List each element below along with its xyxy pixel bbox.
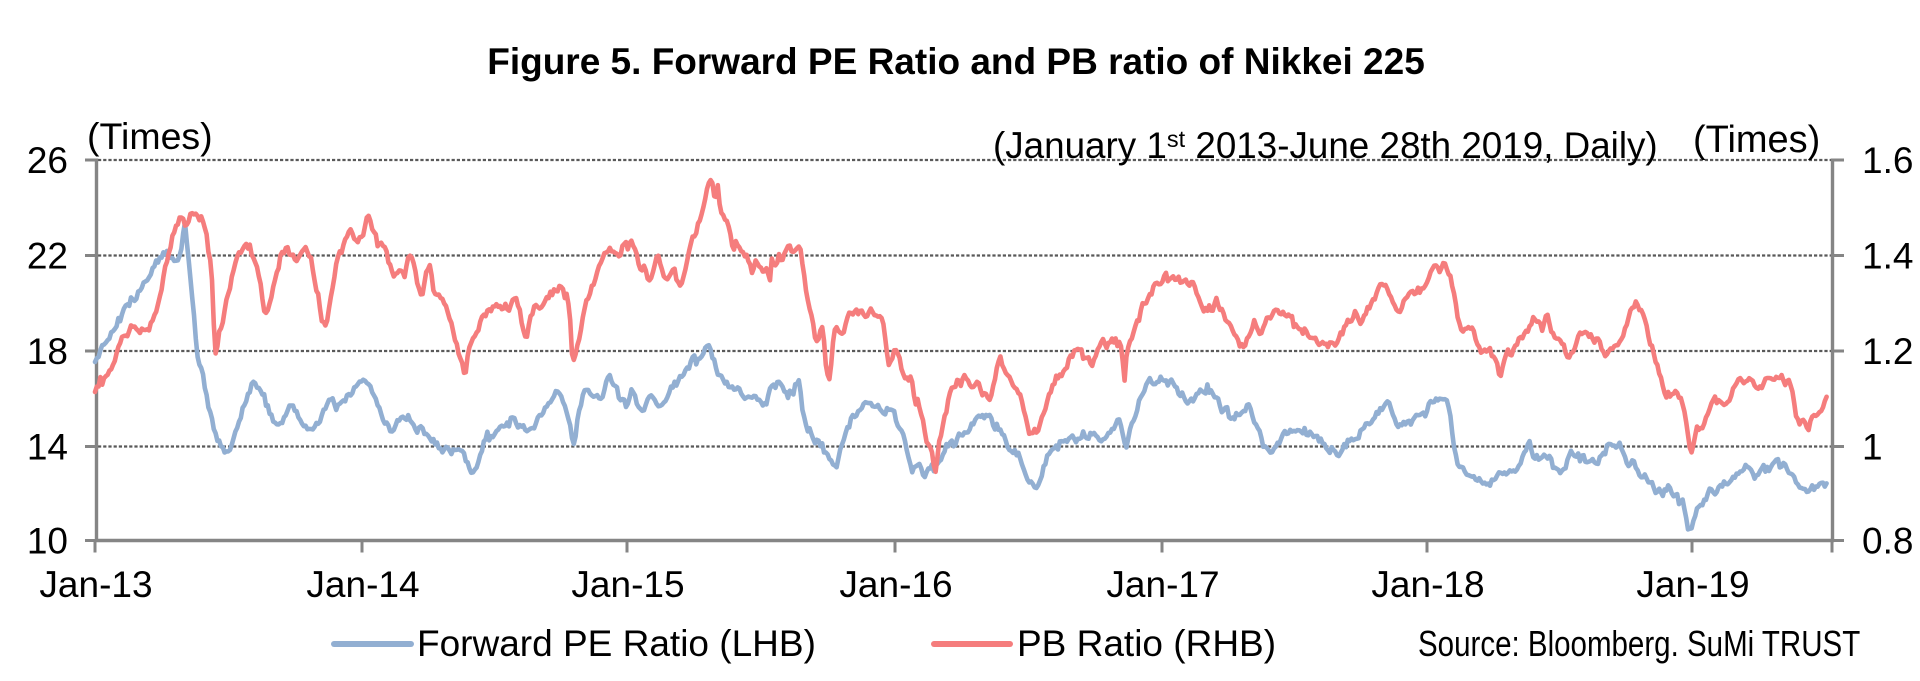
svg-text:Jan-17: Jan-17 <box>1106 564 1219 605</box>
svg-text:1.6: 1.6 <box>1862 140 1913 181</box>
svg-text:1: 1 <box>1862 427 1883 468</box>
svg-text:26: 26 <box>27 140 68 181</box>
svg-text:0.8: 0.8 <box>1862 521 1913 562</box>
svg-text:Jan-15: Jan-15 <box>571 564 684 605</box>
svg-text:1.2: 1.2 <box>1862 331 1913 372</box>
svg-text:1.4: 1.4 <box>1862 236 1913 277</box>
svg-text:18: 18 <box>27 331 68 372</box>
svg-text:Forward PE Ratio (LHB): Forward PE Ratio (LHB) <box>417 623 816 664</box>
svg-text:PB Ratio (RHB): PB Ratio (RHB) <box>1017 623 1276 664</box>
svg-text:Jan-18: Jan-18 <box>1371 564 1484 605</box>
svg-text:(Times): (Times) <box>87 115 213 157</box>
svg-text:Jan-19: Jan-19 <box>1636 564 1749 605</box>
svg-text:Jan-13: Jan-13 <box>39 564 152 605</box>
svg-text:10: 10 <box>27 521 68 562</box>
svg-text:Source: Bloomberg. SuMi TRUST: Source: Bloomberg. SuMi TRUST <box>1418 623 1860 663</box>
svg-text:Figure 5. Forward PE Ratio and: Figure 5. Forward PE Ratio and PB ratio … <box>487 41 1425 82</box>
svg-text:14: 14 <box>27 427 68 468</box>
svg-text:(Times): (Times) <box>1693 119 1820 161</box>
svg-text:(January 1st 2013-June 28th 20: (January 1st 2013-June 28th 2019, Daily) <box>993 125 1658 166</box>
svg-text:Jan-14: Jan-14 <box>306 564 419 605</box>
svg-text:Jan-16: Jan-16 <box>839 564 952 605</box>
svg-text:22: 22 <box>27 236 68 277</box>
